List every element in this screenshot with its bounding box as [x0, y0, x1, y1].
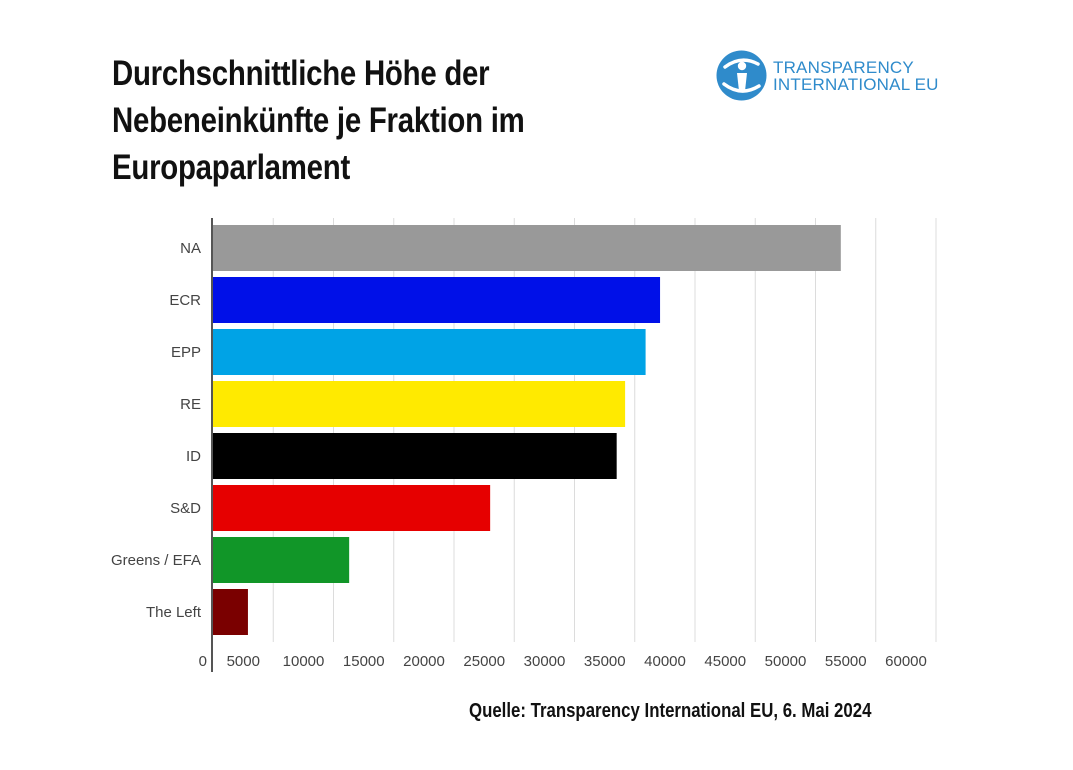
y-category-label: ECR: [169, 292, 201, 309]
x-tick-label: 30000: [524, 653, 566, 670]
x-tick-label: 10000: [283, 653, 325, 670]
y-category-label: The Left: [146, 604, 202, 621]
x-tick-label: 15000: [343, 653, 385, 670]
y-category-label: EPP: [171, 344, 201, 361]
logo-text: TRANSPARENCY INTERNATIONAL EU: [773, 59, 939, 93]
y-category-label: RE: [180, 396, 201, 413]
y-category-label: Greens / EFA: [111, 552, 201, 569]
bar: [213, 277, 661, 323]
y-category-label: ID: [186, 448, 201, 465]
x-tick-label: 40000: [644, 653, 686, 670]
x-tick-label: 5000: [227, 653, 260, 670]
source-note: Quelle: Transparency International EU, 6…: [469, 700, 872, 722]
x-tick-label: 50000: [765, 653, 807, 670]
bar: [213, 589, 248, 635]
x-tick-label: 60000: [885, 653, 927, 670]
x-tick-label: 35000: [584, 653, 626, 670]
x-tick-label: 0: [199, 653, 207, 670]
y-category-label: S&D: [170, 500, 201, 517]
x-tick-label: 20000: [403, 653, 445, 670]
bar: [213, 329, 646, 375]
chart-title: Durchschnittliche Höhe der Nebeneinkünft…: [112, 54, 525, 187]
bar: [213, 433, 617, 479]
bar: [213, 537, 350, 583]
y-category-label: NA: [180, 240, 201, 257]
logo-line-1: TRANSPARENCY: [773, 57, 914, 77]
transparency-international-logo: TRANSPARENCY INTERNATIONAL EU: [716, 50, 939, 101]
x-tick-label: 45000: [704, 653, 746, 670]
bar: [213, 225, 841, 271]
x-tick-label: 55000: [825, 653, 867, 670]
x-tick-label: 25000: [463, 653, 505, 670]
logo-line-2: INTERNATIONAL EU: [773, 74, 939, 94]
bar: [213, 485, 491, 531]
bar: [213, 381, 626, 427]
transparency-logo-icon: [716, 50, 767, 101]
